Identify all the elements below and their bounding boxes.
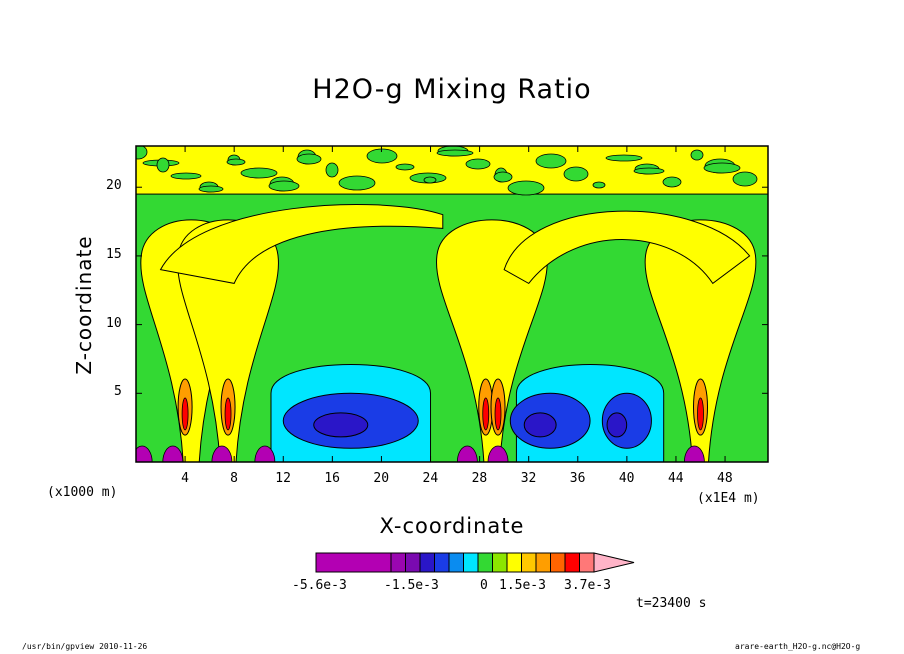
tower-core-2 xyxy=(482,397,490,431)
band-speckle xyxy=(240,167,278,179)
colorbar-bin xyxy=(521,552,537,573)
chart-title: H2O-g Mixing Ratio xyxy=(312,74,592,105)
y-tick-label: 20 xyxy=(106,178,122,194)
colorbar-bin xyxy=(564,552,580,573)
x-tick-label: 4 xyxy=(181,471,189,486)
colorbar-bin xyxy=(419,552,435,573)
field xyxy=(136,146,768,462)
colorbar-arrow xyxy=(593,552,635,573)
x-tick-label: 28 xyxy=(471,471,488,486)
x-tick-label: 36 xyxy=(569,471,586,486)
footer-left: /usr/bin/gpview 2010-11-26 xyxy=(22,642,148,651)
band-speckle xyxy=(156,157,170,173)
band-speckle xyxy=(493,171,513,183)
colorbar-bin xyxy=(492,552,508,573)
x-tick-label: 8 xyxy=(230,471,238,486)
band-speckle xyxy=(268,180,300,192)
colorbar-tick-label: 3.7e-3 xyxy=(564,578,611,593)
colorbar-bin xyxy=(506,552,522,573)
band-speckle xyxy=(325,162,339,178)
band-speckle xyxy=(198,185,224,193)
core-2-inner xyxy=(523,412,557,438)
plume-3 xyxy=(436,219,548,462)
band-speckle xyxy=(732,171,758,187)
colorbar-bin xyxy=(390,552,406,573)
x-tick-label: 20 xyxy=(373,471,390,486)
band-speckle xyxy=(563,166,589,182)
band-speckle xyxy=(338,175,376,191)
surface-5 xyxy=(487,445,509,462)
colorbar-bin xyxy=(405,552,421,573)
colorbar-bin xyxy=(579,552,595,573)
band-speckle xyxy=(507,180,545,196)
upper-arc-right xyxy=(503,210,751,285)
upper-arc-left xyxy=(159,203,444,284)
time-label: t=23400 s xyxy=(636,596,707,611)
y-tick-label: 5 xyxy=(114,384,122,400)
x-unit-label: (x1000 m) xyxy=(47,485,118,500)
x-scale-label: (x1E4 m) xyxy=(697,491,760,506)
surface-3 xyxy=(254,445,276,462)
plot-frame xyxy=(135,145,769,463)
tower-core-3 xyxy=(494,397,502,431)
band-speckle xyxy=(136,146,148,160)
core-3-inner xyxy=(606,412,628,438)
band-speckle xyxy=(633,167,665,175)
band-speckle xyxy=(170,172,202,180)
surface-0 xyxy=(136,445,153,462)
band-speckle xyxy=(366,148,398,164)
colorbar-bin xyxy=(550,552,566,573)
tower-core-4 xyxy=(697,397,704,431)
colorbar-bin xyxy=(434,552,450,573)
band-speckle xyxy=(226,158,246,166)
x-tick-label: 44 xyxy=(667,471,684,486)
surface-6 xyxy=(683,445,705,462)
band-speckle xyxy=(605,154,643,162)
band-speckle xyxy=(423,176,437,184)
colorbar-bin xyxy=(448,552,464,573)
colorbar-tick-label: -5.6e-3 xyxy=(292,578,347,593)
y-tick-label: 10 xyxy=(106,315,122,331)
plume-4 xyxy=(644,219,757,462)
band-speckle xyxy=(296,153,322,165)
x-tick-label: 40 xyxy=(618,471,635,486)
colorbar-tick-label: 0 xyxy=(480,578,488,593)
band-speckle xyxy=(535,153,567,169)
band-speckle xyxy=(690,149,704,161)
x-axis-label: X-coordinate xyxy=(379,514,525,538)
footer-right: arare-earth_H2O-g.nc@H2O-g xyxy=(735,642,861,651)
tower-core-0 xyxy=(181,397,189,431)
band-speckle xyxy=(592,181,606,189)
colorbar-tick-label: -1.5e-3 xyxy=(384,578,439,593)
surface-1 xyxy=(162,445,184,462)
x-tick-label: 24 xyxy=(422,471,439,486)
band-speckle xyxy=(465,158,491,170)
colorbar-bin xyxy=(463,552,479,573)
x-tick-label: 16 xyxy=(324,471,340,486)
band-speckle xyxy=(436,149,474,157)
x-tick-label: 12 xyxy=(275,471,291,486)
band-speckle xyxy=(662,176,682,188)
core-1-inner xyxy=(313,412,369,438)
surface-2 xyxy=(211,445,233,462)
band-speckle xyxy=(395,163,415,171)
colorbar-tick-label: 1.5e-3 xyxy=(499,578,546,593)
y-tick-label: 15 xyxy=(106,246,122,262)
colorbar-bin xyxy=(535,552,551,573)
surface-4 xyxy=(456,445,478,462)
tower-core-1 xyxy=(224,397,232,431)
colorbar-bin xyxy=(477,552,493,573)
x-tick-label: 32 xyxy=(520,471,537,486)
band-speckle xyxy=(703,162,741,174)
plume-2 xyxy=(177,219,279,462)
colorbar-bin xyxy=(315,552,392,573)
x-tick-label: 48 xyxy=(717,471,733,486)
